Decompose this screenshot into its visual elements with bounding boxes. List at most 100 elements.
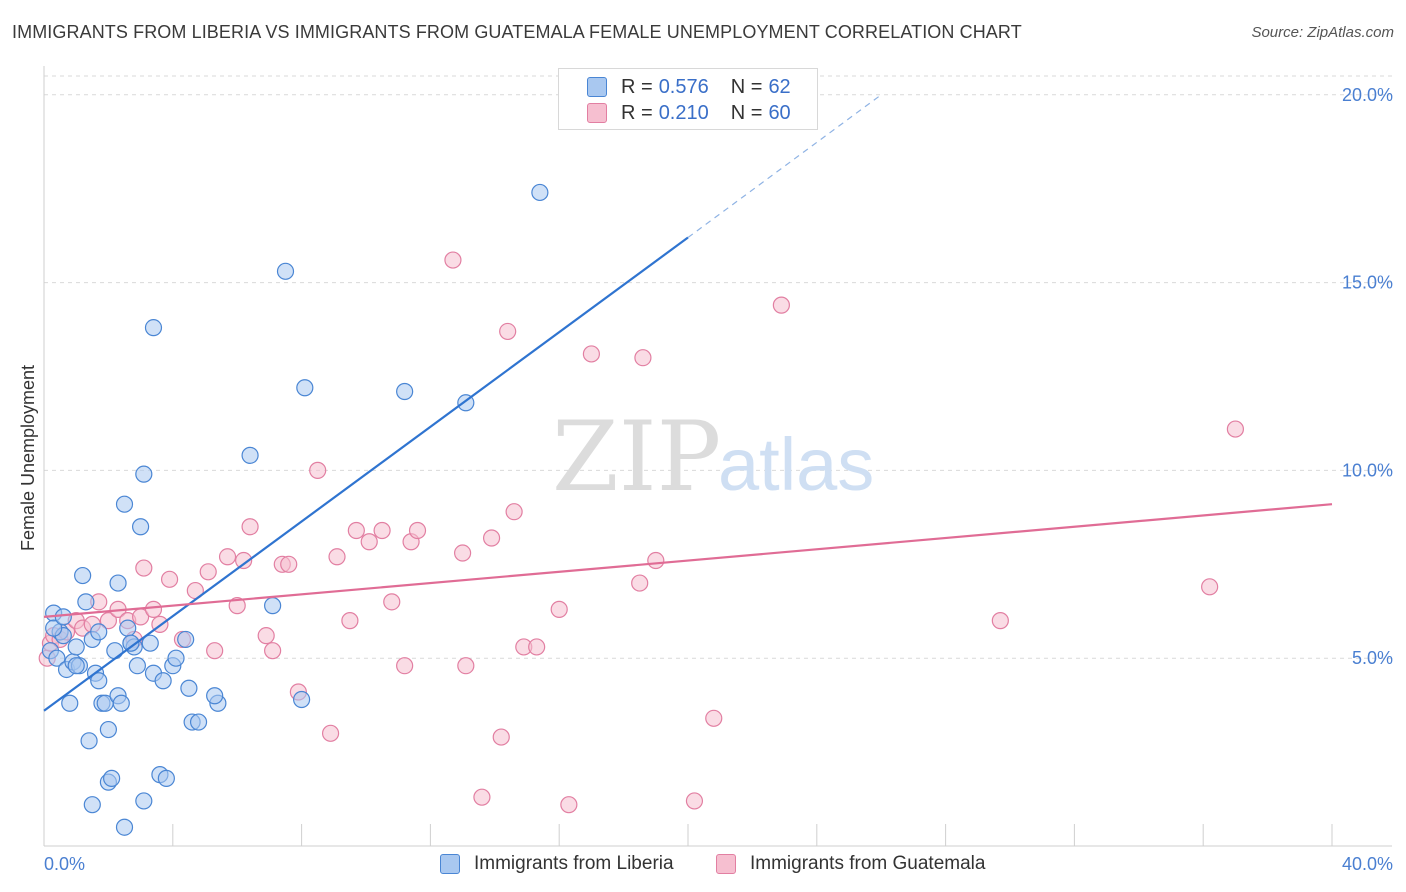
legend-row-guatemala: R = 0.210 N = 60 [587,100,791,126]
liberia-point [122,634,140,652]
liberia-point [167,649,185,667]
guatemala-point [473,788,491,806]
liberia-point [141,634,159,652]
liberia-point [54,608,72,626]
liberia-point [67,657,85,675]
y-axis-title: Female Unemployment [18,365,38,551]
guatemala-point [550,600,568,618]
y-tick-label: 5.0% [1352,648,1393,668]
liberia-point [157,769,175,787]
guatemala-point [347,521,365,540]
legend-r-value: 0.210 [658,101,709,124]
correlation-legend: R = 0.576 N = 62 R = 0.210 N = 60 [558,68,818,130]
series-legend-guatemala: Immigrants from Guatemala [716,852,985,876]
guatemala-point [705,709,723,727]
guatemala-point [396,657,414,675]
guatemala-point [360,533,378,551]
liberia-point [396,382,414,401]
y-tick-label: 10.0% [1342,460,1393,480]
guatemala-point [257,627,275,645]
guatemala-point [457,657,475,675]
y-tick-label: 15.0% [1342,273,1393,293]
guatemala-point [280,555,298,573]
guatemala-point [160,570,179,588]
guatemala-point [991,612,1009,630]
guatemala-point [560,796,578,814]
guatemala-point [144,600,163,618]
legend-row-liberia: R = 0.576 N = 62 [587,74,791,100]
legend-n-value: 62 [768,75,791,98]
liberia-point [177,630,195,649]
liberia-point [103,769,121,787]
guatemala-swatch-icon [587,103,607,123]
trend-lines [43,94,1333,712]
guatemala-point [685,792,704,810]
liberia-point [206,687,224,705]
liberia-point [77,593,95,611]
series-guatemala-points [38,251,1245,814]
liberia-point [128,657,146,675]
guatemala-point [99,612,118,630]
liberia-point [276,262,295,280]
guatemala-point [1201,578,1219,596]
guatemala-point [492,728,510,746]
guatemala-point [264,642,282,660]
axis-labels: 5.0% 10.0% 15.0% 20.0% 0.0% 40.0% Female Unemp… [18,85,1393,874]
grid-lines [44,75,1392,659]
liberia-point [45,619,63,637]
guatemala-point [135,559,153,577]
watermark-atlas: atlas [718,423,874,506]
guatemala-point [631,574,649,592]
liberia-point [144,319,163,337]
liberia-point [99,720,118,739]
guatemala-point [408,521,427,540]
y-tick-label: 20.0% [1342,85,1393,105]
liberia-point [293,690,311,709]
liberia-point [74,566,92,585]
x-tick-label: 0.0% [44,854,85,874]
x-tick-label: 40.0% [1342,854,1393,874]
guatemala-legend-swatch-icon [716,854,736,874]
liberia-point [115,495,134,513]
liberia-point [264,597,282,615]
liberia-point [241,446,259,464]
liberia-point [115,818,134,836]
guatemala-point [647,551,665,570]
liberia-point [112,694,130,712]
series-legend-liberia: Immigrants from Liberia [440,852,674,876]
liberia-point [296,379,314,397]
liberia-trend-extension [687,94,882,238]
legend-r-value: 0.576 [658,75,709,98]
guatemala-point [482,529,501,547]
guatemala-point [1226,420,1245,438]
liberia-point [90,623,108,641]
legend-r-label: R = [621,75,653,98]
liberia-point [83,796,101,814]
liberia-point [135,465,153,483]
series-legend-liberia-label: Immigrants from Liberia [474,853,674,874]
guatemala-point [505,503,523,521]
guatemala-point [235,551,253,570]
liberia-swatch-icon [587,77,607,97]
chart-title: IMMIGRANTS FROM LIBERIA VS IMMIGRANTS FR… [12,22,1022,42]
legend-n-value: 60 [768,101,791,124]
liberia-point [180,679,198,697]
guatemala-point [199,563,217,581]
liberia-point [119,619,137,637]
guatemala-point [218,548,237,566]
legend-r-label: R = [621,101,653,124]
guatemala-point [634,349,652,367]
liberia-point [189,713,208,731]
liberia-point [109,574,127,592]
liberia-legend-swatch-icon [440,854,460,874]
guatemala-point [373,521,391,540]
liberia-point [531,183,549,202]
guatemala-point [528,638,546,656]
series-legend-guatemala-label: Immigrants from Guatemala [750,853,986,874]
liberia-point [135,792,153,810]
legend-n-label: N = [730,101,763,124]
guatemala-point [309,461,327,479]
guatemala-trend-line [43,503,1333,618]
liberia-point [154,672,172,690]
